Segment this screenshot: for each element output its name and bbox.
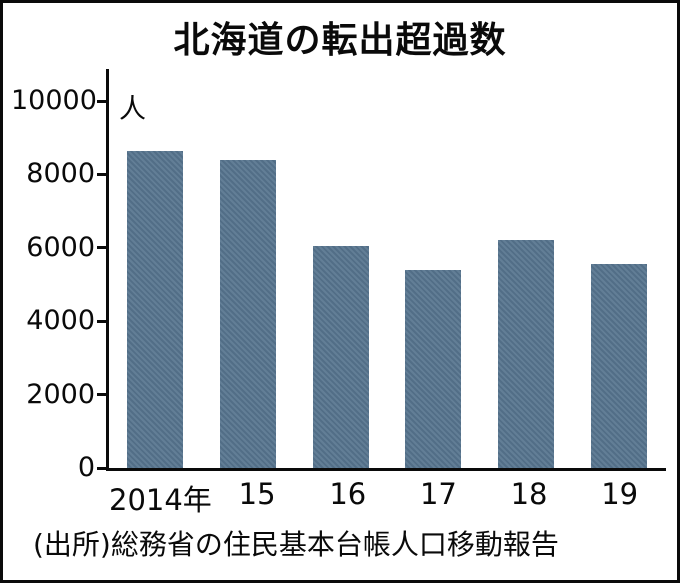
x-axis-label: 2014年 [109, 483, 212, 517]
bars [109, 101, 665, 468]
bar-16 [312, 245, 369, 468]
x-axis-label: 16 [329, 477, 367, 511]
y-tick-label: 10000 [11, 85, 97, 116]
y-axis-unit-label: 人 [119, 94, 146, 125]
y-tick-label: 6000 [26, 231, 95, 263]
y-tick-mark [97, 319, 106, 323]
x-labels: 2014年 15 16 17 18 19 [109, 477, 665, 519]
chart-title: 北海道の転出超過数 [173, 20, 507, 61]
bar-18 [497, 240, 554, 468]
y-tick-mark [97, 393, 106, 397]
y-tick-mark [97, 466, 106, 470]
y-tick-label: 8000 [26, 158, 95, 190]
x-axis-line [106, 468, 666, 471]
y-tick-mark [97, 99, 106, 103]
x-axis-label: 19 [601, 477, 639, 511]
bar-15 [219, 159, 276, 468]
y-tick-label: 4000 [26, 305, 95, 337]
y-tick-mark [97, 172, 106, 176]
x-axis-label: 17 [419, 477, 457, 511]
source-note: (出所)総務省の住民基本台帳人口移動報告 [33, 528, 559, 561]
y-tick-label: 2000 [26, 378, 95, 410]
y-axis-line [106, 69, 109, 471]
y-tick-mark [97, 246, 106, 250]
y-tick-label: 0 [77, 452, 95, 483]
bar-19 [590, 264, 647, 468]
bar-17 [405, 269, 462, 468]
x-axis-label: 18 [510, 477, 548, 511]
x-axis-label: 15 [238, 477, 276, 511]
bar-2014年 [127, 150, 184, 468]
